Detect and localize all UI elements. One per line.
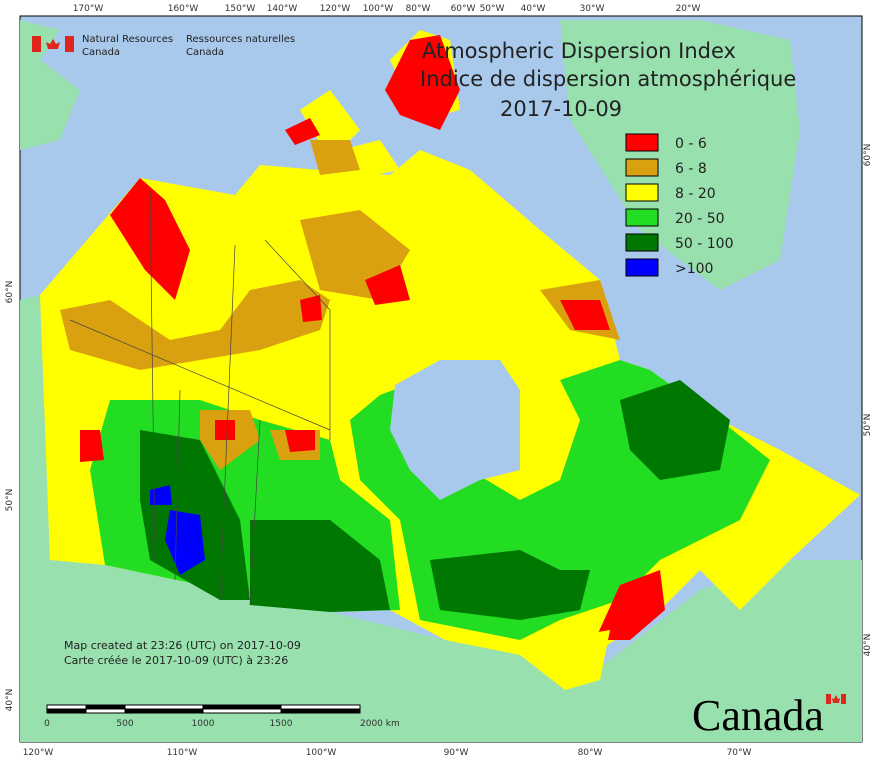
- base-land: [20, 20, 862, 742]
- longitude-label: 160°W: [168, 4, 199, 14]
- legend-swatch: [625, 158, 659, 177]
- legend: 0 - 6 6 - 8 8 - 20 20 - 50 50 - 100 >100: [625, 133, 734, 277]
- legend-label: 50 - 100: [675, 236, 734, 252]
- title: Indice de dispersion atmosphérique: [420, 67, 796, 91]
- title-date: 2017-10-09: [500, 97, 622, 121]
- longitude-label: 140°W: [267, 4, 298, 14]
- scale-label: 1000: [192, 719, 215, 729]
- wordmark: Canada: [692, 691, 824, 740]
- longitude-label: 70°W: [727, 748, 752, 758]
- legend-swatch: [625, 208, 659, 227]
- longitude-label: 50°W: [480, 4, 505, 14]
- legend-swatch: [625, 258, 659, 277]
- longitude-label: 170°W: [73, 4, 104, 14]
- longitude-label: 150°W: [225, 4, 256, 14]
- legend-label: >100: [675, 261, 713, 277]
- legend-label: 8 - 20: [675, 186, 716, 202]
- agency: Natural Resources Canada Ressources natu…: [32, 34, 295, 58]
- scale-label: 0: [44, 719, 50, 729]
- legend-label: 20 - 50: [675, 211, 725, 227]
- longitude-label: 110°W: [167, 748, 198, 758]
- legend-swatch: [625, 133, 659, 152]
- longitude-label: 20°W: [676, 4, 701, 14]
- longitude-label: 120°W: [23, 748, 54, 758]
- longitude-label: 60°W: [451, 4, 476, 14]
- agency-en: Natural Resources: [82, 34, 173, 45]
- legend-swatch: [625, 183, 659, 202]
- latitude-label: 60°N: [5, 281, 15, 304]
- scale-label: 2000 km: [360, 719, 400, 729]
- graticule-labels: 170°W 160°W 150°W 140°W 120°W 100°W 80°W 60°W 50…: [5, 4, 873, 758]
- latitude-label: 40°N: [5, 689, 15, 712]
- agency-fr: Ressources naturelles: [186, 34, 295, 45]
- scale-label: 500: [116, 719, 133, 729]
- longitude-label: 30°W: [580, 4, 605, 14]
- latitude-label: 50°N: [863, 414, 873, 437]
- longitude-label: 120°W: [320, 4, 351, 14]
- longitude-label: 80°W: [578, 748, 603, 758]
- wordmark-flag: [826, 694, 846, 704]
- credit: Map created at 23:26 (UTC) on 2017-10-09: [64, 639, 301, 652]
- scale-label: 1500: [270, 719, 293, 729]
- longitude-label: 80°W: [406, 4, 431, 14]
- longitude-label: 40°W: [521, 4, 546, 14]
- latitude-label: 40°N: [863, 634, 873, 657]
- agency-en: Canada: [82, 47, 120, 58]
- longitude-label: 90°W: [444, 748, 469, 758]
- legend-label: 6 - 8: [675, 161, 707, 177]
- hudson-bay: [390, 360, 520, 500]
- boundaries: [69, 189, 331, 606]
- latitude-label: 50°N: [5, 489, 15, 512]
- legend-swatch: [625, 233, 659, 252]
- longitude-label: 100°W: [363, 4, 394, 14]
- latitude-label: 60°N: [863, 144, 873, 167]
- credit: Carte créée le 2017-10-09 (UTC) à 23:26: [64, 654, 288, 667]
- legend-label: 0 - 6: [675, 136, 707, 152]
- scale-bar: [46, 704, 361, 714]
- longitude-label: 100°W: [306, 748, 337, 758]
- agency-fr: Canada: [186, 47, 224, 58]
- title: Atmospheric Dispersion Index: [422, 39, 736, 63]
